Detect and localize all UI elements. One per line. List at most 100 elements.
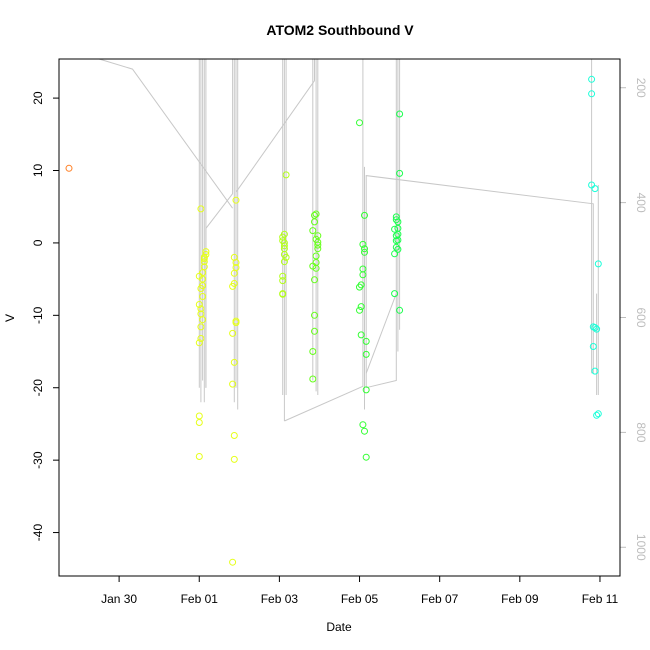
- data-point: [197, 205, 205, 213]
- trace-line: [98, 58, 234, 209]
- plot-frame: [58, 58, 621, 577]
- y-tick-label: 20: [31, 91, 45, 105]
- data-point: [593, 325, 601, 333]
- data-point: [195, 453, 203, 460]
- x-tick-label: Feb 05: [341, 592, 379, 606]
- data-point: [391, 290, 399, 298]
- right-axis-tick-label: 800: [634, 422, 648, 442]
- y-axis-label: V: [3, 314, 17, 322]
- x-tick-label: Feb 07: [421, 592, 459, 606]
- right-axis-tick-label: 600: [634, 307, 648, 327]
- data-point: [279, 277, 287, 285]
- data-point: [591, 324, 599, 332]
- data-point: [588, 90, 596, 98]
- data-point: [396, 110, 404, 118]
- data-point: [357, 331, 365, 339]
- x-axis-label: Date: [326, 620, 352, 634]
- data-point: [589, 343, 597, 350]
- data-point: [311, 327, 318, 335]
- data-point: [392, 216, 400, 224]
- data-point: [594, 410, 602, 418]
- data-point: [230, 253, 238, 261]
- data-point: [232, 317, 240, 325]
- data-point: [200, 263, 208, 271]
- data-point: [230, 358, 238, 366]
- data-point: [359, 240, 367, 248]
- data-point: [197, 335, 205, 342]
- data-point: [279, 290, 287, 298]
- data-point: [309, 262, 317, 270]
- data-point: [195, 272, 203, 280]
- data-point: [362, 386, 370, 394]
- data-point: [200, 258, 208, 266]
- x-tick-label: Feb 03: [261, 592, 299, 606]
- data-point: [391, 225, 399, 233]
- data-point: [195, 419, 203, 426]
- data-point: [394, 236, 402, 244]
- data-point: [232, 264, 240, 271]
- data-point: [362, 453, 370, 461]
- data-point: [359, 271, 367, 279]
- y-tick-label: 10: [31, 164, 45, 178]
- trace-line: [284, 59, 364, 422]
- data-point: [311, 311, 318, 319]
- data-point: [202, 248, 210, 256]
- data-point: [391, 250, 399, 258]
- data-point: [356, 119, 363, 127]
- data-point: [199, 316, 207, 324]
- data-point: [229, 380, 237, 388]
- data-point: [361, 248, 368, 256]
- trace-line: [205, 59, 234, 388]
- data-point: [229, 558, 237, 566]
- data-point: [359, 421, 367, 429]
- data-point: [195, 301, 203, 308]
- data-point: [197, 305, 205, 313]
- right-axis-tick-label: 200: [634, 78, 648, 98]
- data-point: [312, 252, 320, 260]
- data-point: [356, 306, 363, 314]
- data-point: [593, 411, 601, 419]
- data-point: [202, 251, 210, 258]
- data-point: [230, 280, 238, 287]
- data-point: [392, 232, 400, 240]
- data-point: [199, 293, 207, 300]
- data-point: [195, 412, 203, 420]
- data-point: [362, 337, 370, 345]
- right-axis-tick-label: 1000: [634, 534, 648, 561]
- data-point: [229, 329, 237, 337]
- axes: Jan 30 Feb 01 Feb 03 Feb 05 Feb 07 Feb 09 Feb …: [31, 78, 648, 606]
- data-point: [357, 303, 365, 311]
- data-point: [311, 211, 318, 219]
- data-points: [65, 75, 602, 566]
- y-tick-label: -40: [31, 524, 45, 542]
- data-point: [280, 242, 288, 250]
- data-point: [197, 285, 205, 292]
- data-point: [361, 245, 368, 253]
- x-tick-label: Feb 01: [181, 592, 219, 606]
- data-point: [361, 211, 368, 219]
- data-point: [280, 258, 288, 266]
- trace-lines: [98, 58, 599, 422]
- data-point: [311, 276, 318, 284]
- x-tick-label: Jan 30: [101, 592, 137, 606]
- data-point: [282, 171, 290, 179]
- data-point: [197, 323, 205, 331]
- data-point: [309, 348, 317, 355]
- data-point: [232, 196, 240, 204]
- trace-line: [365, 293, 397, 374]
- data-point: [396, 169, 404, 177]
- y-tick-label: 0: [31, 239, 45, 246]
- data-point: [280, 230, 288, 238]
- data-point: [392, 243, 400, 251]
- trace-line: [366, 59, 397, 389]
- y-tick-label: -30: [31, 451, 45, 469]
- data-point: [200, 255, 208, 263]
- data-point: [230, 455, 238, 463]
- chart-title: ATOM2 Southbound V: [266, 22, 414, 38]
- right-axis-tick-label: 400: [634, 193, 648, 213]
- data-point: [588, 75, 596, 83]
- data-point: [394, 245, 402, 253]
- data-point: [195, 339, 203, 347]
- data-point: [314, 232, 322, 240]
- data-point: [396, 306, 404, 314]
